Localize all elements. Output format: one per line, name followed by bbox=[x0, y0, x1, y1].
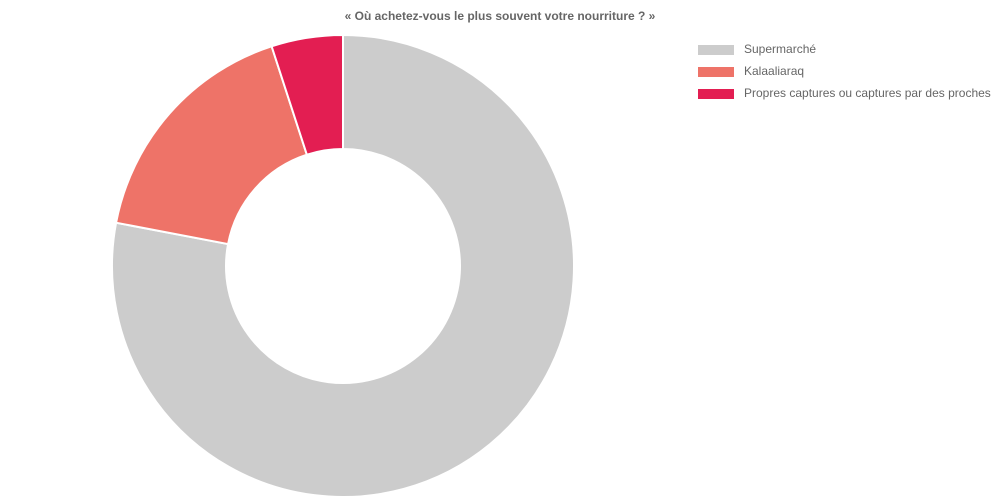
donut-slice bbox=[111, 33, 575, 498]
chart-title: « Où achetez-vous le plus souvent votre … bbox=[345, 9, 656, 23]
legend-label: Kalaaliaraq bbox=[744, 64, 804, 78]
legend-swatch bbox=[698, 45, 734, 55]
legend-swatch bbox=[698, 67, 734, 77]
legend-label: Supermarché bbox=[744, 42, 816, 56]
donut-slice bbox=[270, 33, 344, 156]
legend-swatch bbox=[698, 89, 734, 99]
legend-label: Propres captures ou captures par des pro… bbox=[744, 86, 991, 100]
donut-slice bbox=[114, 45, 309, 246]
